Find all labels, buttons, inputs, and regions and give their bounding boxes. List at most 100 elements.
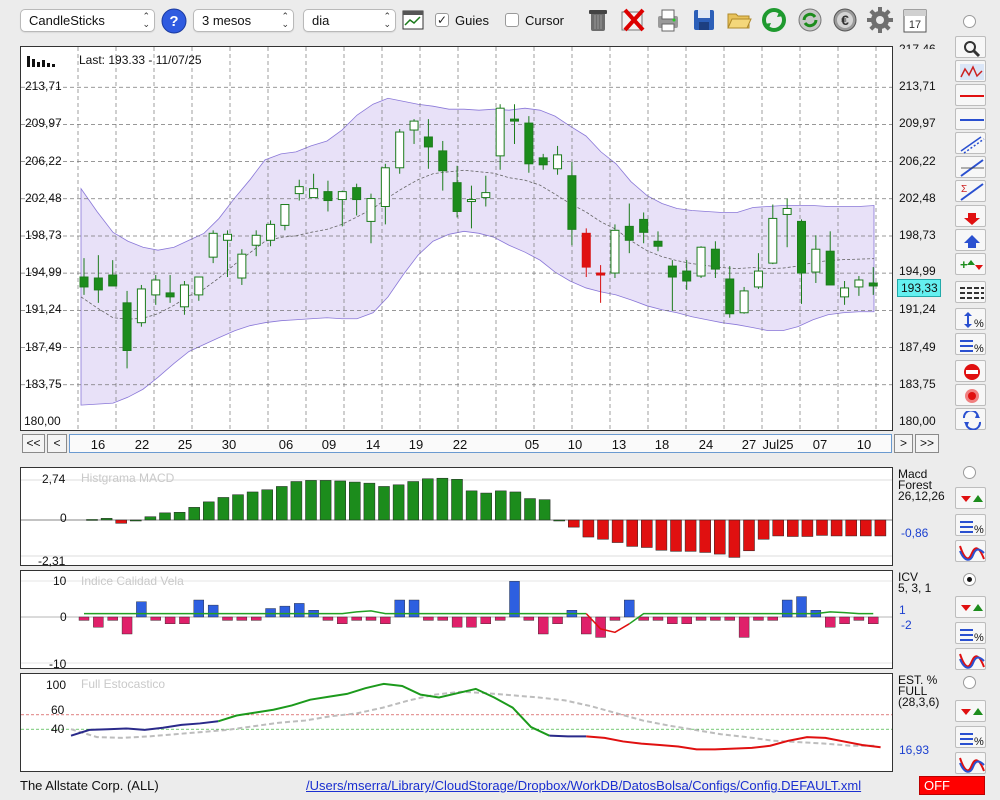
macd-bar xyxy=(334,480,346,521)
icv-crossover-icon[interactable] xyxy=(955,648,986,670)
nav-last-button[interactable]: >> xyxy=(915,434,939,453)
icv-bar xyxy=(595,616,606,638)
record-dot-icon[interactable] xyxy=(955,384,986,406)
guides-checkbox[interactable]: ✓ xyxy=(435,13,449,27)
stoch-name2: FULL xyxy=(898,684,928,698)
scale-percent-icon[interactable]: % xyxy=(955,308,986,330)
icv-bar xyxy=(294,603,305,618)
macd-lines-percent-icon[interactable]: % xyxy=(955,514,986,536)
off-toggle-button[interactable]: OFF xyxy=(919,776,985,795)
interval-select[interactable]: dia ⌃ ⌄ xyxy=(303,9,396,32)
main-chart-radio[interactable] xyxy=(963,15,976,28)
stoch-radio[interactable] xyxy=(963,676,976,689)
trendline-channel-icon[interactable] xyxy=(955,132,986,154)
fibonacci-icon[interactable]: Σ xyxy=(955,180,986,202)
candlestick xyxy=(366,198,376,222)
macd-arrows-icon[interactable] xyxy=(955,487,986,509)
open-folder-icon[interactable] xyxy=(725,6,753,34)
stochastic-panel[interactable]: Full Estocastico xyxy=(20,673,893,772)
icv-bar xyxy=(207,604,219,618)
horizontal-line-blue-icon[interactable] xyxy=(955,108,986,130)
stoch-lines-percent-icon[interactable]: % xyxy=(955,726,986,748)
candlestick xyxy=(223,233,232,241)
macd-value: -0,86 xyxy=(901,526,929,540)
candlestick xyxy=(825,250,835,286)
macd-bar xyxy=(144,516,157,521)
macd-panel[interactable]: Histgrama MACD xyxy=(20,467,893,566)
macd-bar xyxy=(830,519,843,537)
refresh-icon[interactable] xyxy=(760,6,788,34)
nav-next-button[interactable]: > xyxy=(894,434,913,453)
icv-bar xyxy=(222,616,233,621)
macd-bar xyxy=(276,486,288,521)
save-icon[interactable] xyxy=(690,6,718,34)
candlestick xyxy=(323,191,333,202)
icv-bar xyxy=(710,616,721,621)
update-icon[interactable] xyxy=(796,6,824,34)
bars-icon xyxy=(26,54,58,71)
chart-type-select[interactable]: CandleSticks ⌃ ⌄ xyxy=(20,9,155,32)
config-path-link[interactable]: /Users/mserra/Library/CloudStorage/Dropb… xyxy=(306,778,862,793)
help-icon[interactable]: ? xyxy=(161,8,189,36)
macd-bar xyxy=(714,519,726,555)
cursor-checkbox[interactable] xyxy=(505,13,519,27)
macd-bar xyxy=(173,512,186,521)
trash-icon[interactable] xyxy=(584,6,612,34)
arrow-up-blue-icon[interactable] xyxy=(955,229,986,251)
candlestick xyxy=(136,288,146,324)
swap-arrows-icon[interactable] xyxy=(955,408,986,430)
nav-first-button[interactable]: << xyxy=(22,434,45,453)
candlestick xyxy=(753,270,763,288)
icv-bar xyxy=(753,616,764,621)
icv-lines-percent-icon[interactable]: % xyxy=(955,622,986,644)
euro-icon[interactable]: € xyxy=(831,6,859,34)
timeline-scrollbar[interactable] xyxy=(69,434,892,453)
chart-window-icon[interactable] xyxy=(402,10,424,32)
lines-percent-icon[interactable]: % xyxy=(955,333,986,355)
add-arrows-icon[interactable]: + xyxy=(955,253,986,275)
macd-bar xyxy=(860,519,872,537)
macd-bar xyxy=(465,490,478,521)
price-ylabel-right: 198,73 xyxy=(899,228,936,242)
date-xlabel: Jul25 xyxy=(762,437,794,452)
macd-bar xyxy=(743,519,755,552)
candlestick xyxy=(294,186,304,195)
date-xlabel: 22 xyxy=(452,437,468,452)
icv-panel[interactable]: Indice Calidad Vela xyxy=(20,570,893,669)
delete-icon[interactable] xyxy=(619,6,647,34)
price-chart-panel[interactable]: Last: 193.33 - 11/07/25 xyxy=(20,46,893,431)
candlestick xyxy=(251,234,261,246)
nav-prev-button[interactable]: < xyxy=(47,434,67,453)
macd-bar xyxy=(290,481,303,521)
macd-name2: Forest xyxy=(898,478,933,492)
candlestick xyxy=(667,265,677,278)
dashed-lines-icon[interactable] xyxy=(955,281,986,303)
icv-bar xyxy=(868,616,879,625)
zoom-icon[interactable] xyxy=(955,36,986,58)
calendar-icon[interactable]: 17 xyxy=(902,6,930,34)
trendline-icon[interactable] xyxy=(955,156,986,178)
candlestick xyxy=(452,182,462,212)
stoch-arrows-icon[interactable] xyxy=(955,700,986,722)
icv-arrows-icon[interactable] xyxy=(955,596,986,618)
icv-radio[interactable] xyxy=(963,573,976,586)
stochastic-title: Full Estocastico xyxy=(81,677,166,691)
macd-bar xyxy=(159,512,171,521)
settings-icon[interactable] xyxy=(866,6,894,34)
stoch-crossover-icon[interactable] xyxy=(955,752,986,774)
macd-radio[interactable] xyxy=(963,466,976,479)
price-ylabel-left: 213,71 xyxy=(25,79,62,94)
period-select[interactable]: 3 mesos ⌃ ⌄ xyxy=(193,9,294,32)
indicator-chart-icon[interactable] xyxy=(955,60,986,82)
arrow-down-red-icon[interactable] xyxy=(955,205,986,227)
macd-bar xyxy=(203,501,215,521)
date-xlabel: 07 xyxy=(812,437,828,452)
horizontal-line-red-icon[interactable] xyxy=(955,84,986,106)
icv-value-bottom: -2 xyxy=(901,618,912,632)
price-ylabel-left: 180,00 xyxy=(24,414,61,428)
macd-ylabel-bottom: -2,31 xyxy=(38,554,66,568)
macd-crossover-icon[interactable] xyxy=(955,540,986,562)
print-icon[interactable] xyxy=(654,6,682,34)
no-entry-icon[interactable] xyxy=(955,360,986,382)
